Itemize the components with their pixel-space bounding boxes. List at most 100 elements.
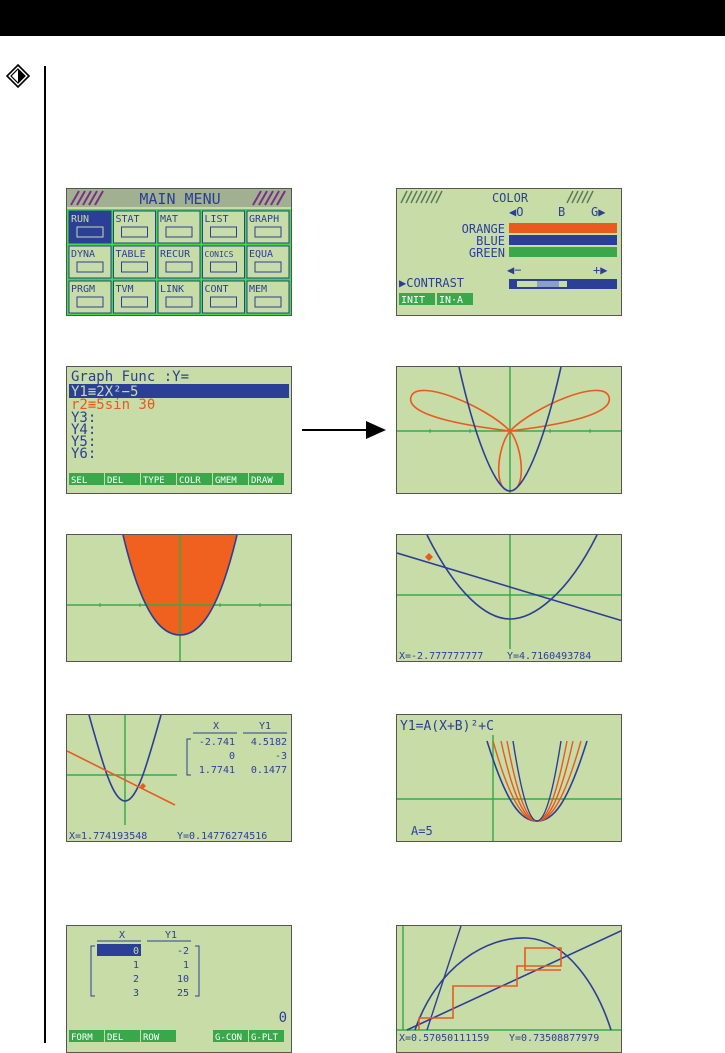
func-y6: Y6:	[71, 446, 96, 462]
menu-item-run[interactable]: RUN	[68, 210, 112, 244]
gt-r3-y: 0.1477	[251, 765, 287, 776]
trace-graph-screen: X=-2.777777777 Y=4.7160493784	[396, 534, 622, 662]
menu-item-label: LIST	[205, 214, 229, 225]
func-r2: r2≡5sin 3θ	[71, 397, 155, 413]
menu-item-label: CONICS	[205, 250, 234, 259]
menu-item-list[interactable]: LIST	[202, 210, 245, 244]
cobweb-graph-screen: X=0.57050111159 Y=0.73508877979	[396, 925, 622, 1053]
rt-menu-g-con[interactable]: G-CON	[213, 1030, 248, 1043]
rt-menu-row[interactable]: ROW	[141, 1030, 176, 1043]
menu-item-icon	[165, 226, 193, 238]
rt-r4-y: 25	[177, 988, 189, 999]
menu-item-mat[interactable]: MAT	[157, 210, 201, 244]
main-menu-screen: MAIN MENU RUN STAT MAT LIST GRAPH DYNA TABLE RE…	[66, 188, 292, 316]
menu-item-conics[interactable]: CONICS	[202, 245, 245, 279]
menu-item-mem[interactable]: MEM	[246, 280, 290, 314]
gf-menu-draw[interactable]: DRAW	[249, 473, 284, 486]
menu-item-icon	[165, 261, 193, 273]
graph-table-screen: X Y1 -2.741 4.5182 0 -3 1.7741 0.1477 X=…	[66, 714, 292, 842]
svg-text:ROW: ROW	[143, 1033, 160, 1043]
graph-func-screen: Graph Func :Y= Y1≡2X²−5 r2≡5sin 3θ Y3: Y…	[66, 366, 292, 494]
menu-item-label: MEM	[249, 284, 267, 295]
gt-y-value: Y=0.14776274516	[177, 831, 267, 842]
contrast-minus: ◀−	[507, 263, 521, 277]
menu-item-tvm[interactable]: TVM	[113, 280, 156, 314]
menu-item-dyna[interactable]: DYNA	[68, 245, 112, 279]
menu-item-label: EQUA	[249, 249, 273, 260]
color-row-blue: BLUE	[476, 234, 505, 248]
menu-item-icon	[76, 261, 104, 273]
menu-item-prgm[interactable]: PRGM	[68, 280, 112, 314]
menu-item-icon	[210, 226, 237, 238]
menu-item-icon	[254, 296, 282, 308]
cobweb-y-value: Y=0.73508877979	[509, 1033, 599, 1044]
menu-item-cont[interactable]: CONT	[202, 280, 245, 314]
gt-r2-y: -3	[275, 751, 287, 762]
rt-value: 0	[279, 1010, 287, 1026]
color-row-green: GREEN	[469, 246, 505, 260]
rt-r3-x: 2	[133, 974, 139, 985]
func-y1: Y1≡2X²−5	[71, 384, 138, 400]
menu-item-label: DYNA	[71, 249, 95, 260]
diamond-icon	[6, 64, 30, 88]
menu-item-icon	[76, 296, 104, 308]
menu-item-equa[interactable]: EQUA	[246, 245, 290, 279]
menu-item-graph[interactable]: GRAPH	[246, 210, 290, 244]
gt-r1-x: -2.741	[199, 737, 235, 748]
rt-header-x: X	[119, 930, 125, 941]
menu-item-stat[interactable]: STAT	[113, 210, 156, 244]
menu-item-icon	[121, 296, 148, 308]
menu-item-label: LINK	[160, 284, 184, 295]
svg-text:FORM: FORM	[71, 1033, 93, 1043]
gt-r1-y: 4.5182	[251, 737, 287, 748]
menu-item-label: TABLE	[116, 249, 146, 260]
trace-x-value: X=-2.777777777	[399, 651, 483, 662]
func-y3: Y3:	[71, 410, 96, 426]
gf-menu-sel[interactable]: SEL	[69, 473, 104, 486]
func-y5: Y5:	[71, 434, 96, 450]
func-y4: Y4:	[71, 422, 96, 438]
svg-text:COLR: COLR	[179, 476, 201, 486]
menu-item-label: STAT	[116, 214, 140, 225]
contrast-plus: +▶	[593, 263, 608, 277]
menu-item-label: TVM	[116, 284, 134, 295]
polar-graph-screen	[396, 366, 622, 494]
menu-item-label: GRAPH	[249, 214, 279, 225]
gt-header-y1: Y1	[259, 721, 271, 732]
recur-table-screen: X Y1 0 -2 1 1 2 10 3 25 0 FORM DEL ROW G-CO…	[66, 925, 292, 1053]
svg-text:G-CON: G-CON	[215, 1033, 242, 1043]
menu-item-icon	[121, 226, 148, 238]
shaded-graph-screen	[66, 534, 292, 662]
dyna-formula: Y1=A(X+B)²+C	[400, 719, 494, 734]
color-settings-screen: COLOR ◀O B G▶ ORANGE BLUE GREEN ◀− +▶ ▶C…	[396, 188, 622, 316]
main-menu-title: MAIN MENU	[139, 190, 220, 208]
menu-item-label: PRGM	[71, 284, 95, 295]
gt-x-value: X=1.774193548	[69, 831, 147, 842]
rt-menu-g-plt[interactable]: G-PLT	[249, 1030, 284, 1043]
menu-item-table[interactable]: TABLE	[113, 245, 156, 279]
gf-menu-gmem[interactable]: GMEM	[213, 473, 248, 486]
rt-menu-del[interactable]: DEL	[105, 1030, 140, 1043]
menu-item-label: RECUR	[160, 249, 191, 260]
menu-item-icon	[254, 261, 282, 273]
color-col-b: B	[558, 205, 565, 219]
menu-item-label: MAT	[160, 214, 178, 225]
gf-menu-del[interactable]: DEL	[105, 473, 140, 486]
color-title: COLOR	[492, 191, 529, 205]
gf-menu-type[interactable]: TYPE	[141, 473, 176, 486]
menu-item-icon	[254, 226, 282, 238]
menu-item-label: CONT	[205, 284, 229, 295]
cobweb-x-value: X=0.57050111159	[399, 1033, 489, 1044]
gf-menu-colr[interactable]: COLR	[177, 473, 212, 486]
contrast-label: ▶CONTRAST	[399, 276, 464, 290]
menu-item-icon	[210, 261, 237, 273]
dyna-param: A=5	[411, 824, 433, 838]
menu-item-link[interactable]: LINK	[157, 280, 201, 314]
menu-item-recur[interactable]: RECUR	[157, 245, 201, 279]
top-header-bar	[0, 0, 725, 36]
rt-menu-form[interactable]: FORM	[69, 1030, 104, 1043]
svg-text:TYPE: TYPE	[143, 476, 165, 486]
gt-r2-x: 0	[229, 751, 235, 762]
gt-r3-x: 1.7741	[199, 765, 235, 776]
arrow-icon	[302, 421, 386, 439]
